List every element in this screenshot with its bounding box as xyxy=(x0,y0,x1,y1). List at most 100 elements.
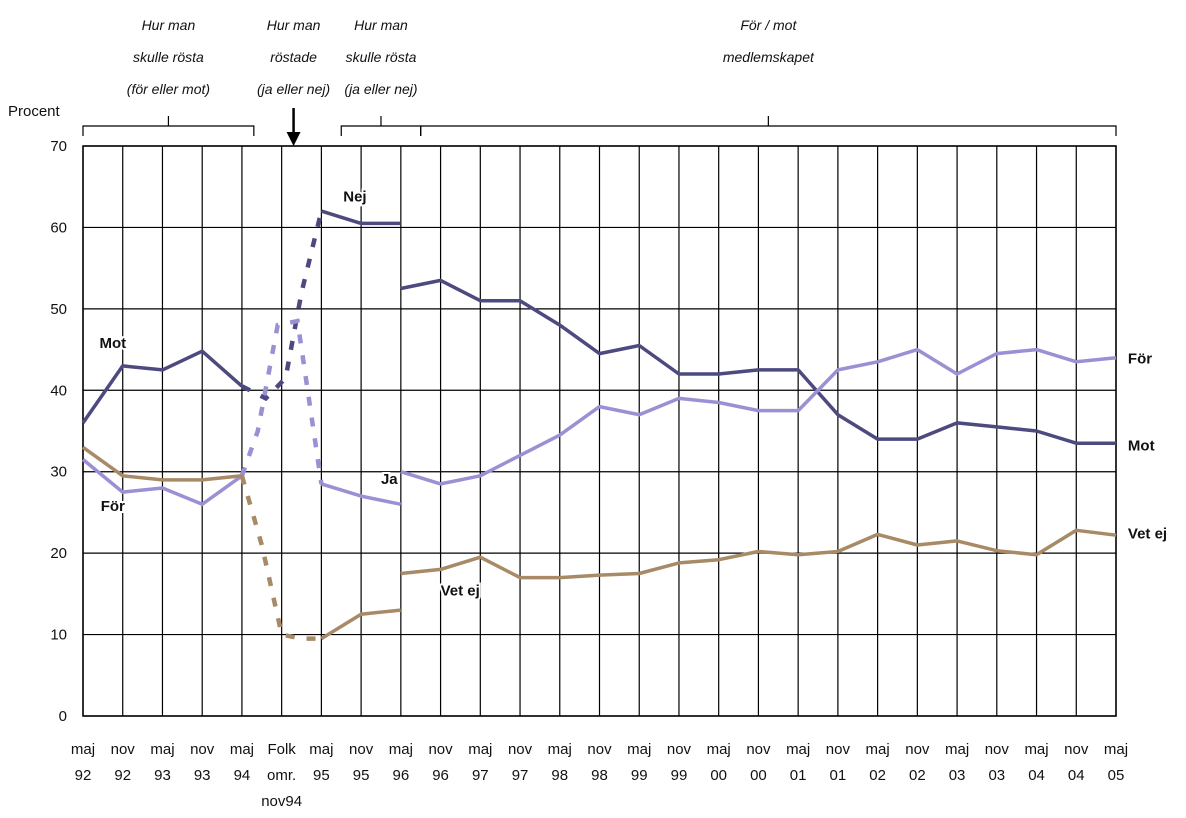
period-label: För / mot xyxy=(740,17,797,33)
x-tick-label: 00 xyxy=(750,767,767,784)
x-tick-label: 97 xyxy=(512,767,529,784)
series-annotation: För xyxy=(1128,350,1152,367)
x-tick-label: 03 xyxy=(988,767,1005,784)
period-brackets: Hur man skulle rösta (för eller mot) Hur ma… xyxy=(82,17,1117,146)
x-tick-label: nov xyxy=(905,741,930,758)
x-tick-label: omr. xyxy=(267,767,296,784)
x-tick-label: 01 xyxy=(790,767,807,784)
x-tick-label: 05 xyxy=(1108,767,1125,784)
x-tick-label: Folk xyxy=(267,741,296,758)
x-tick-label: 93 xyxy=(194,767,211,784)
x-tick-label: maj xyxy=(548,741,572,758)
x-tick-label: maj xyxy=(230,741,254,758)
period-bracket xyxy=(82,125,255,136)
period-label: skulle rösta xyxy=(133,49,204,65)
x-tick-label: 01 xyxy=(830,767,847,784)
x-tick-label: maj xyxy=(945,741,969,758)
x-tick-label: nov xyxy=(508,741,533,758)
x-tick-label: maj xyxy=(866,741,890,758)
series-line-dashed xyxy=(239,318,324,485)
x-tick-label: 99 xyxy=(671,767,688,784)
period-label: skulle rösta xyxy=(346,49,417,65)
y-tick-label: 0 xyxy=(59,708,67,725)
series-annotation: Vet ej xyxy=(441,582,480,599)
y-axis-label: Procent xyxy=(8,103,61,120)
x-axis-ticks: maj 92 nov 92 maj 93 nov 93 maj 94 Folk omr. nov94 ma… xyxy=(71,741,1128,810)
x-tick-label: 04 xyxy=(1028,767,1045,784)
series-line xyxy=(400,528,1117,580)
x-tick-label: nov xyxy=(667,741,692,758)
x-tick-label: 96 xyxy=(432,767,449,784)
period-label: röstade xyxy=(270,49,317,65)
x-tick-label: 92 xyxy=(75,767,92,784)
series-annotation: Nej xyxy=(343,188,366,205)
x-tick-label: maj xyxy=(1024,741,1048,758)
x-tick-label: nov xyxy=(826,741,851,758)
x-tick-label: 02 xyxy=(869,767,886,784)
x-tick-label: 93 xyxy=(154,767,171,784)
series-line xyxy=(400,347,1117,486)
x-tick-label: nov xyxy=(111,741,136,758)
period-arrow-head xyxy=(286,132,301,146)
period-label: Hur man xyxy=(142,17,196,33)
x-tick-label: nov xyxy=(1064,741,1089,758)
period-bracket xyxy=(420,125,1117,136)
x-tick-label: 92 xyxy=(114,767,131,784)
y-tick-label: 70 xyxy=(50,138,67,155)
series-annotation: Mot xyxy=(1128,438,1155,455)
series-annotation: Ja xyxy=(381,471,398,488)
x-tick-label: 00 xyxy=(710,767,727,784)
period-label: (ja eller nej) xyxy=(344,81,417,97)
period-label: (för eller mot) xyxy=(127,81,210,97)
period-label: Hur man xyxy=(354,17,408,33)
x-tick-label: nov xyxy=(587,741,612,758)
x-tick-label: 96 xyxy=(393,767,410,784)
series-line-dashed xyxy=(239,475,322,641)
x-tick-label: nov xyxy=(428,741,453,758)
series-line xyxy=(81,445,243,482)
x-tick-label: 95 xyxy=(353,767,370,784)
x-tick-label: 94 xyxy=(234,767,251,784)
y-tick-label: 60 xyxy=(50,219,67,236)
x-tick-label: maj xyxy=(1104,741,1128,758)
y-tick-label: 40 xyxy=(50,382,67,399)
x-tick-label: maj xyxy=(309,741,333,758)
series-lines xyxy=(81,209,1117,641)
x-tick-label: 95 xyxy=(313,767,330,784)
x-tick-label: 03 xyxy=(949,767,966,784)
series-line xyxy=(400,278,1116,445)
series-line xyxy=(320,482,402,507)
series-annotation: Vet ej xyxy=(1128,525,1167,542)
x-tick-label: maj xyxy=(389,741,413,758)
y-tick-label: 50 xyxy=(50,301,67,318)
x-tick-label: 98 xyxy=(551,767,568,784)
x-tick-label: 99 xyxy=(631,767,648,784)
x-tick-label: maj xyxy=(71,741,95,758)
x-tick-label: 97 xyxy=(472,767,489,784)
x-tick-label: maj xyxy=(150,741,174,758)
period-label: (ja eller nej) xyxy=(257,81,330,97)
grid xyxy=(82,145,1117,717)
y-tick-label: 20 xyxy=(50,545,67,562)
x-tick-label: nov94 xyxy=(261,793,302,810)
period-label: medlemskapet xyxy=(723,49,815,65)
series-line xyxy=(320,608,401,641)
series-line xyxy=(81,349,244,424)
x-tick-label: 04 xyxy=(1068,767,1085,784)
series-annotation: För xyxy=(101,498,125,515)
x-tick-label: nov xyxy=(349,741,374,758)
x-tick-label: maj xyxy=(468,741,492,758)
x-tick-label: 98 xyxy=(591,767,608,784)
x-tick-label: maj xyxy=(786,741,810,758)
series-line xyxy=(81,458,243,507)
series-annotations: Mot För Nej Ja Vet ej För Mot Vet ej xyxy=(97,186,1169,601)
x-tick-label: nov xyxy=(985,741,1010,758)
x-tick-label: nov xyxy=(746,741,771,758)
series-annotation: Mot xyxy=(99,335,126,352)
period-bracket xyxy=(340,125,422,136)
y-tick-label: 10 xyxy=(50,627,67,644)
y-axis-ticks: 0 10 20 30 40 50 60 70 xyxy=(50,138,67,725)
series-line-dashed xyxy=(240,210,324,402)
period-label: Hur man xyxy=(267,17,321,33)
